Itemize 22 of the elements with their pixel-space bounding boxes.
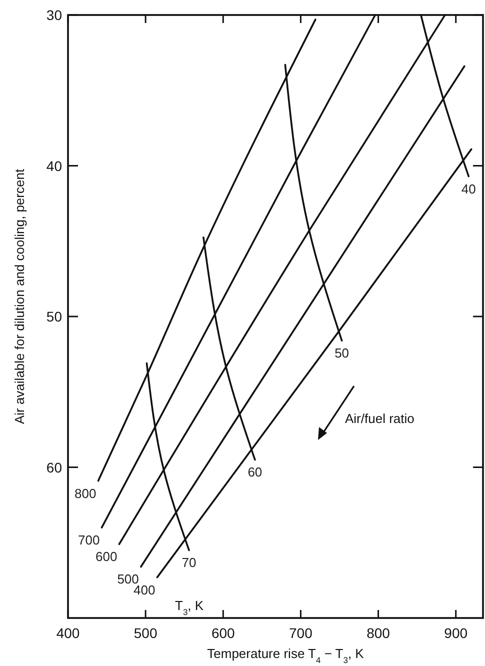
y-tick-label: 60 [46,459,62,476]
x-tick-label: 900 [444,625,468,641]
series-label: 500 [117,572,139,587]
series-label: 70 [182,555,196,570]
series-label: 60 [248,464,262,480]
annotation: Air/fuel ratio [345,411,414,426]
series-label: 800 [74,486,96,501]
y-tick-label: 40 [46,158,62,174]
x-tick-label: 800 [366,625,390,641]
x-tick-label: 400 [56,625,80,641]
x-tick-label: 600 [211,625,236,641]
y-tick-label: 50 [46,308,62,324]
y-tick-label: 30 [46,7,62,23]
legend-label: 40 [461,181,476,196]
series-label: 50 [334,346,350,361]
series-label: 600 [95,549,118,564]
y-axis-title: Air available for dilution and cooling, percent [12,168,27,424]
x-tick-label: 500 [134,625,158,641]
x-axis-title: Temperature rise T$_{4}$ − T$_{3}$, K [207,646,364,665]
annotation: T$_{3}$, K [175,598,204,617]
series-label: 700 [78,532,100,548]
x-tick-label: 700 [289,625,313,641]
